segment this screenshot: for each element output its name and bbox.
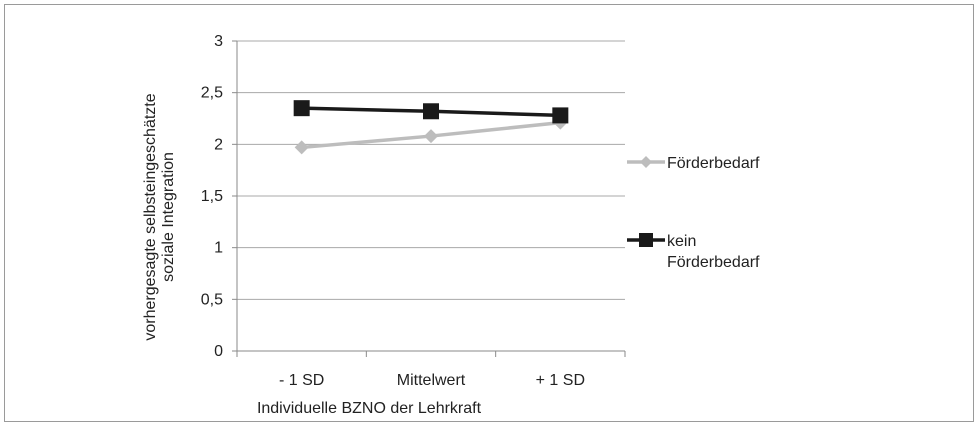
- legend-item-kein-foerderbedarf: kein Förderbedarf: [627, 233, 760, 271]
- y-tick-label: 3: [214, 33, 223, 50]
- gridlines: [237, 40, 625, 300]
- x-tick-label: + 1 SD: [536, 372, 585, 389]
- y-tick-label: 0,5: [201, 291, 223, 308]
- series-layer: [293, 100, 569, 155]
- x-tick-labels: - 1 SD Mittelwert + 1 SD: [279, 372, 585, 389]
- legend: Förderbedarf kein Förderbedarf: [627, 155, 760, 271]
- y-tick-labels: 0 0,5 1 1,5 2 2,5 3: [201, 33, 223, 360]
- axes: [232, 40, 626, 357]
- data-point-square: [552, 107, 569, 124]
- legend-label-foerderbedarf: Förderbedarf: [667, 155, 760, 172]
- y-axis-label: vorhergesagte selbsteingeschätzte sozial…: [142, 93, 177, 340]
- x-tick-label: - 1 SD: [279, 372, 324, 389]
- data-point-square: [293, 100, 310, 117]
- data-point-diamond: [424, 129, 438, 144]
- legend-label-foerderbedarf-2: Förderbedarf: [667, 254, 760, 271]
- legend-diamond-marker: [640, 156, 652, 168]
- x-tick-label: Mittelwert: [397, 372, 466, 389]
- chart-frame: 0 0,5 1 1,5 2 2,5 3 - 1 SD Mittelwert + 1 SD Ind…: [4, 4, 974, 422]
- y-tick-label: 1: [214, 240, 223, 257]
- legend-item-foerderbedarf: Förderbedarf: [627, 155, 760, 172]
- legend-label-kein: kein: [667, 233, 696, 250]
- legend-square-marker: [639, 233, 653, 247]
- y-axis-label-line-2: soziale Integration: [160, 152, 177, 282]
- data-point-square: [423, 103, 439, 120]
- y-tick-label: 0: [214, 343, 223, 360]
- data-point-diamond: [294, 140, 309, 155]
- y-tick-label: 2,5: [201, 85, 223, 102]
- y-tick-label: 2: [214, 136, 223, 153]
- y-tick-label: 1,5: [201, 188, 223, 205]
- x-axis-label: Individuelle BZNO der Lehrkraft: [257, 400, 482, 417]
- y-axis-label-line-1: vorhergesagte selbsteingeschätzte: [142, 93, 159, 340]
- line-chart: 0 0,5 1 1,5 2 2,5 3 - 1 SD Mittelwert + 1 SD Ind…: [142, 33, 760, 417]
